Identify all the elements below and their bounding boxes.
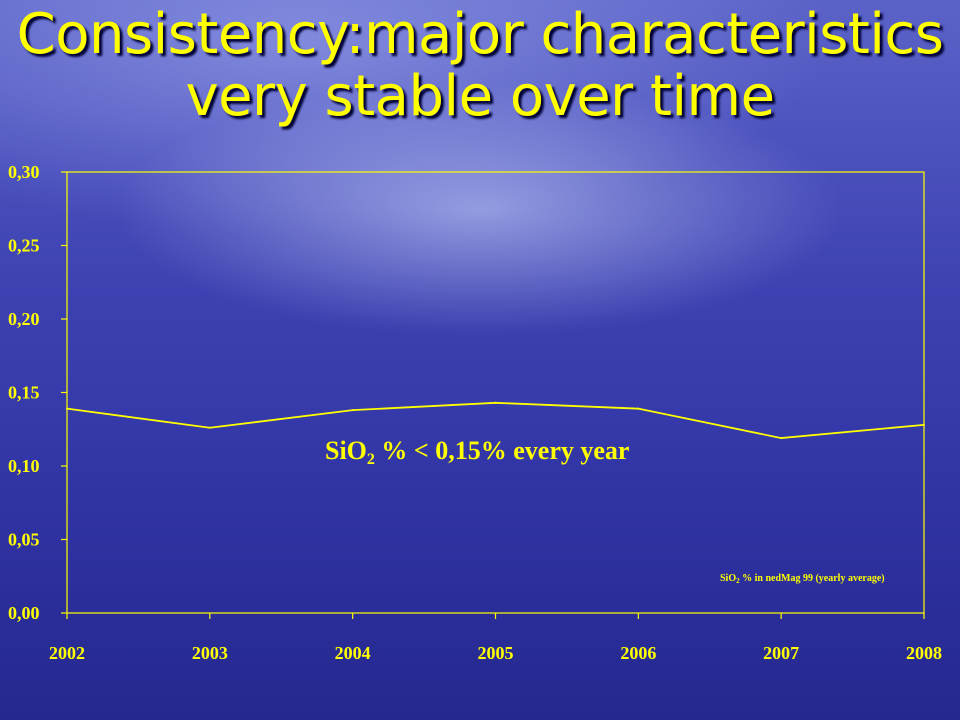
- slide-title: Consistency:major characteristics very s…: [0, 4, 960, 127]
- annotation-subscript: 2: [366, 451, 375, 468]
- slide-title-line-1: Consistency:major characteristics: [16, 2, 944, 67]
- series-line: [66, 401, 925, 439]
- y-tick-label: 0,25: [8, 236, 40, 256]
- x-tick-label: 2006: [620, 643, 656, 663]
- legend-suffix: % in nedMag 99 (yearly average): [739, 573, 885, 584]
- annotation-prefix: SiO: [325, 436, 367, 465]
- x-tick-label: 2007: [763, 643, 799, 663]
- data-point: [351, 409, 354, 412]
- y-tick-label: 0,15: [8, 383, 40, 403]
- x-tick-label: 2002: [49, 643, 85, 663]
- data-point: [780, 437, 783, 440]
- y-tick-label: 0,10: [8, 456, 40, 476]
- y-tick-label: 0,30: [8, 162, 40, 182]
- data-point: [208, 426, 211, 429]
- data-point: [66, 407, 68, 410]
- data-point: [494, 401, 497, 404]
- y-tick-label: 0,00: [8, 603, 40, 623]
- annotation-suffix: % < 0,15% every year: [374, 436, 630, 465]
- y-tick-label: 0,20: [8, 309, 40, 329]
- legend-subscript: 2: [736, 577, 740, 585]
- data-point: [637, 407, 640, 410]
- plot-area-border: [66, 171, 925, 614]
- x-tick-label: 2003: [192, 643, 228, 663]
- legend-prefix: SiO: [720, 573, 737, 584]
- chart-annotation: SiO2 % < 0,15% every year: [325, 436, 629, 469]
- x-tick-label: 2005: [478, 643, 514, 663]
- x-tick-label: 2008: [906, 643, 942, 663]
- slide-title-line-2: very stable over time: [185, 63, 775, 129]
- x-tick-label: 2004: [335, 643, 371, 663]
- data-point: [923, 423, 925, 426]
- series-legend-note: SiO2 % in nedMag 99 (yearly average): [720, 573, 885, 585]
- y-tick-label: 0,05: [8, 530, 40, 550]
